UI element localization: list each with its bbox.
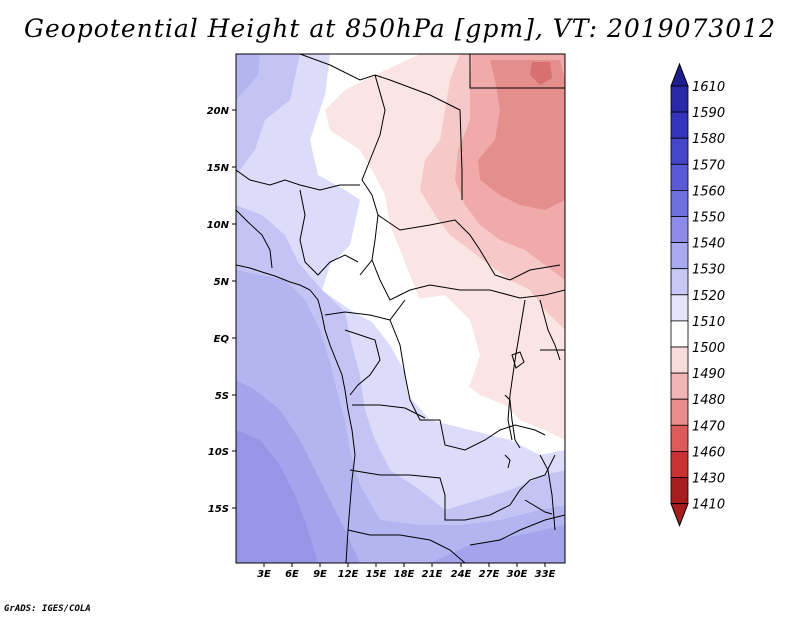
lon-label: 15E — [366, 569, 387, 580]
colorbar-label: 1580 — [692, 132, 725, 147]
colorbar-label: 1550 — [692, 211, 725, 226]
lat-label: 10N — [207, 220, 230, 231]
colorbar-arrow-top — [670, 62, 689, 87]
lon-label: 3E — [257, 569, 271, 580]
colorbar-label: 1430 — [692, 472, 725, 487]
lon-label: 21E — [422, 569, 443, 580]
colorbar-swatch — [670, 137, 689, 165]
lat-label: EQ — [214, 334, 230, 345]
colorbar-swatch — [670, 372, 689, 400]
lon-label: 24E — [451, 569, 472, 580]
colorbar-label: 1560 — [692, 184, 725, 199]
grads-credit: GrADS: IGES/COLA — [4, 604, 91, 614]
colorbar-swatch — [670, 398, 689, 426]
lat-label: 20N — [207, 106, 230, 117]
colorbar-swatch — [670, 424, 689, 452]
colorbar-label: 1520 — [692, 289, 725, 304]
colorbar-swatch — [670, 450, 689, 478]
colorbar-label: 1510 — [692, 315, 725, 330]
colorbar-arrow-bottom — [670, 503, 689, 527]
colorbar-label: 1460 — [692, 445, 725, 460]
colorbar-swatch — [670, 163, 689, 191]
colorbar-swatch — [670, 268, 689, 296]
colorbar: 1610 1590 1580 1570 1560 1550 1540 1530 1520 1510… — [670, 62, 725, 527]
lon-label: 6E — [285, 569, 299, 580]
colorbar-label: 1590 — [692, 106, 725, 121]
colorbar-swatch — [670, 111, 689, 139]
lat-label: 15S — [208, 504, 229, 515]
colorbar-swatch — [670, 216, 689, 244]
colorbar-label: 1470 — [692, 419, 725, 434]
colorbar-label: 1530 — [692, 263, 725, 278]
lon-label: 9E — [313, 569, 327, 580]
colorbar-label: 1540 — [692, 237, 725, 252]
lat-label: 5N — [214, 277, 230, 288]
colorbar-swatch — [670, 294, 689, 322]
colorbar-label: 1610 — [692, 80, 725, 95]
colorbar-swatch — [670, 477, 689, 505]
colorbar-label: 1570 — [692, 158, 725, 173]
map-frame — [235, 53, 566, 564]
lat-label: 15N — [207, 163, 230, 174]
lon-label: 12E — [338, 569, 359, 580]
colorbar-swatch — [670, 189, 689, 217]
lon-label: 18E — [394, 569, 415, 580]
lat-label: 5S — [215, 391, 229, 402]
height-field — [236, 54, 565, 563]
colorbar-swatch — [670, 346, 689, 374]
field-1560 — [236, 430, 318, 563]
colorbar-swatch — [670, 320, 689, 348]
colorbar-label: 1410 — [692, 498, 725, 513]
colorbar-swatch — [670, 242, 689, 270]
lat-axis: 20N 15N 10N 5N EQ 5S 10S 15S — [207, 106, 236, 515]
lat-label: 10S — [208, 447, 229, 458]
colorbar-swatch — [670, 85, 689, 113]
lon-label: 27E — [479, 569, 500, 580]
lon-axis: 3E 6E 9E 12E 15E 18E 21E 24E 27E 30E 33E — [257, 563, 556, 580]
lon-label: 33E — [535, 569, 556, 580]
colorbar-label: 1500 — [692, 341, 725, 356]
colorbar-label: 1490 — [692, 367, 725, 382]
colorbar-label: 1480 — [692, 393, 725, 408]
lon-label: 30E — [507, 569, 528, 580]
map-title: Geopotential Height at 850hPa [gpm], VT:… — [23, 14, 777, 43]
country-borders — [236, 54, 565, 563]
